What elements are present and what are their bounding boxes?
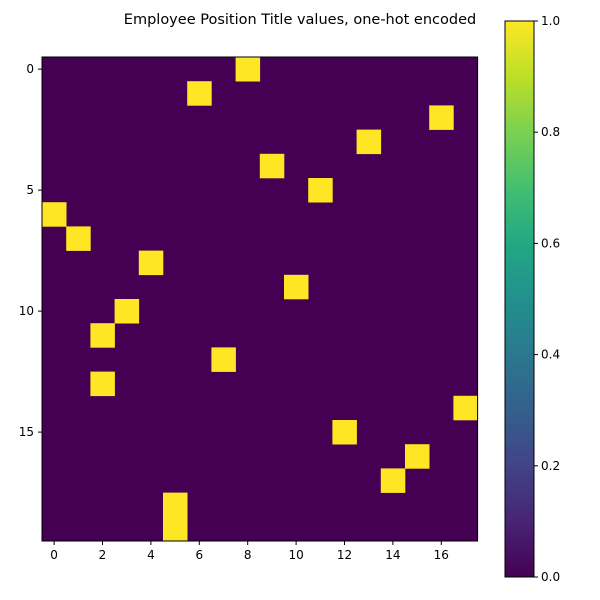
x-tick-label: 2: [99, 548, 107, 562]
y-tick-label: 10: [19, 304, 34, 318]
colorbar-tick-label: 1.0: [541, 14, 560, 28]
x-tick-label: 0: [50, 548, 58, 562]
heatmap-cell-5-11: [308, 178, 333, 203]
colorbar-frame: [504, 20, 535, 578]
heatmap-cell-3-13: [356, 129, 382, 155]
heatmap-cell-16-15: [405, 444, 430, 469]
plot-frame: [41, 56, 479, 542]
heatmap-cell-15-12: [332, 420, 357, 445]
colorbar-tick-label: 0.8: [541, 125, 560, 139]
heatmap-plot-area: [41, 56, 479, 542]
y-tick-label: 0: [26, 62, 34, 76]
heatmap-cell-7-1: [66, 226, 91, 251]
heatmap-cell-13-2: [90, 371, 115, 397]
heatmap-cell-6-0: [42, 202, 67, 227]
heatmap-cell-8-4: [138, 250, 164, 276]
x-tick-label: 4: [147, 548, 155, 562]
colorbar-tick-label: 0.6: [541, 236, 560, 250]
x-tick-label: 10: [288, 548, 303, 562]
x-tick-label: 8: [244, 548, 252, 562]
colorbar-gradient: [505, 21, 534, 577]
colorbar-tick-label: 0.4: [541, 348, 560, 362]
y-axis: 0 5 10 15: [19, 62, 42, 439]
heatmap-cell-17-14: [380, 468, 406, 493]
x-tick-label: 6: [195, 548, 203, 562]
heatmap-cell-2-16: [429, 105, 454, 130]
heatmap-cell-18-5: [163, 492, 188, 518]
colorbar: 0.0 0.2 0.4 0.6 0.8 1.0: [504, 14, 560, 584]
heatmap-cell-10-3: [114, 299, 140, 324]
heatmap-cell-11-2: [90, 323, 115, 348]
colorbar-tick-label: 0.2: [541, 459, 560, 473]
x-tick-label: 16: [434, 548, 449, 562]
colorbar-tick-label: 0.0: [541, 570, 560, 584]
heatmap-cell-1-6: [187, 81, 212, 106]
heatmap-cell-9-10: [284, 274, 309, 300]
x-tick-label: 12: [337, 548, 352, 562]
x-tick-label: 14: [385, 548, 400, 562]
heatmap-cell-0-8: [235, 57, 261, 82]
y-tick-label: 5: [26, 183, 34, 197]
x-axis: 0 2 4 6 8 10 12 14 16: [50, 541, 449, 562]
y-tick-label: 15: [19, 425, 34, 439]
heatmap-cell-19-5: [163, 516, 188, 542]
heatmap-cell-4-9: [259, 153, 285, 179]
heatmap-cell-12-7: [211, 347, 236, 372]
heatmap-cell-14-17: [453, 395, 478, 421]
chart-title: Employee Position Title values, one-hot …: [124, 12, 476, 28]
